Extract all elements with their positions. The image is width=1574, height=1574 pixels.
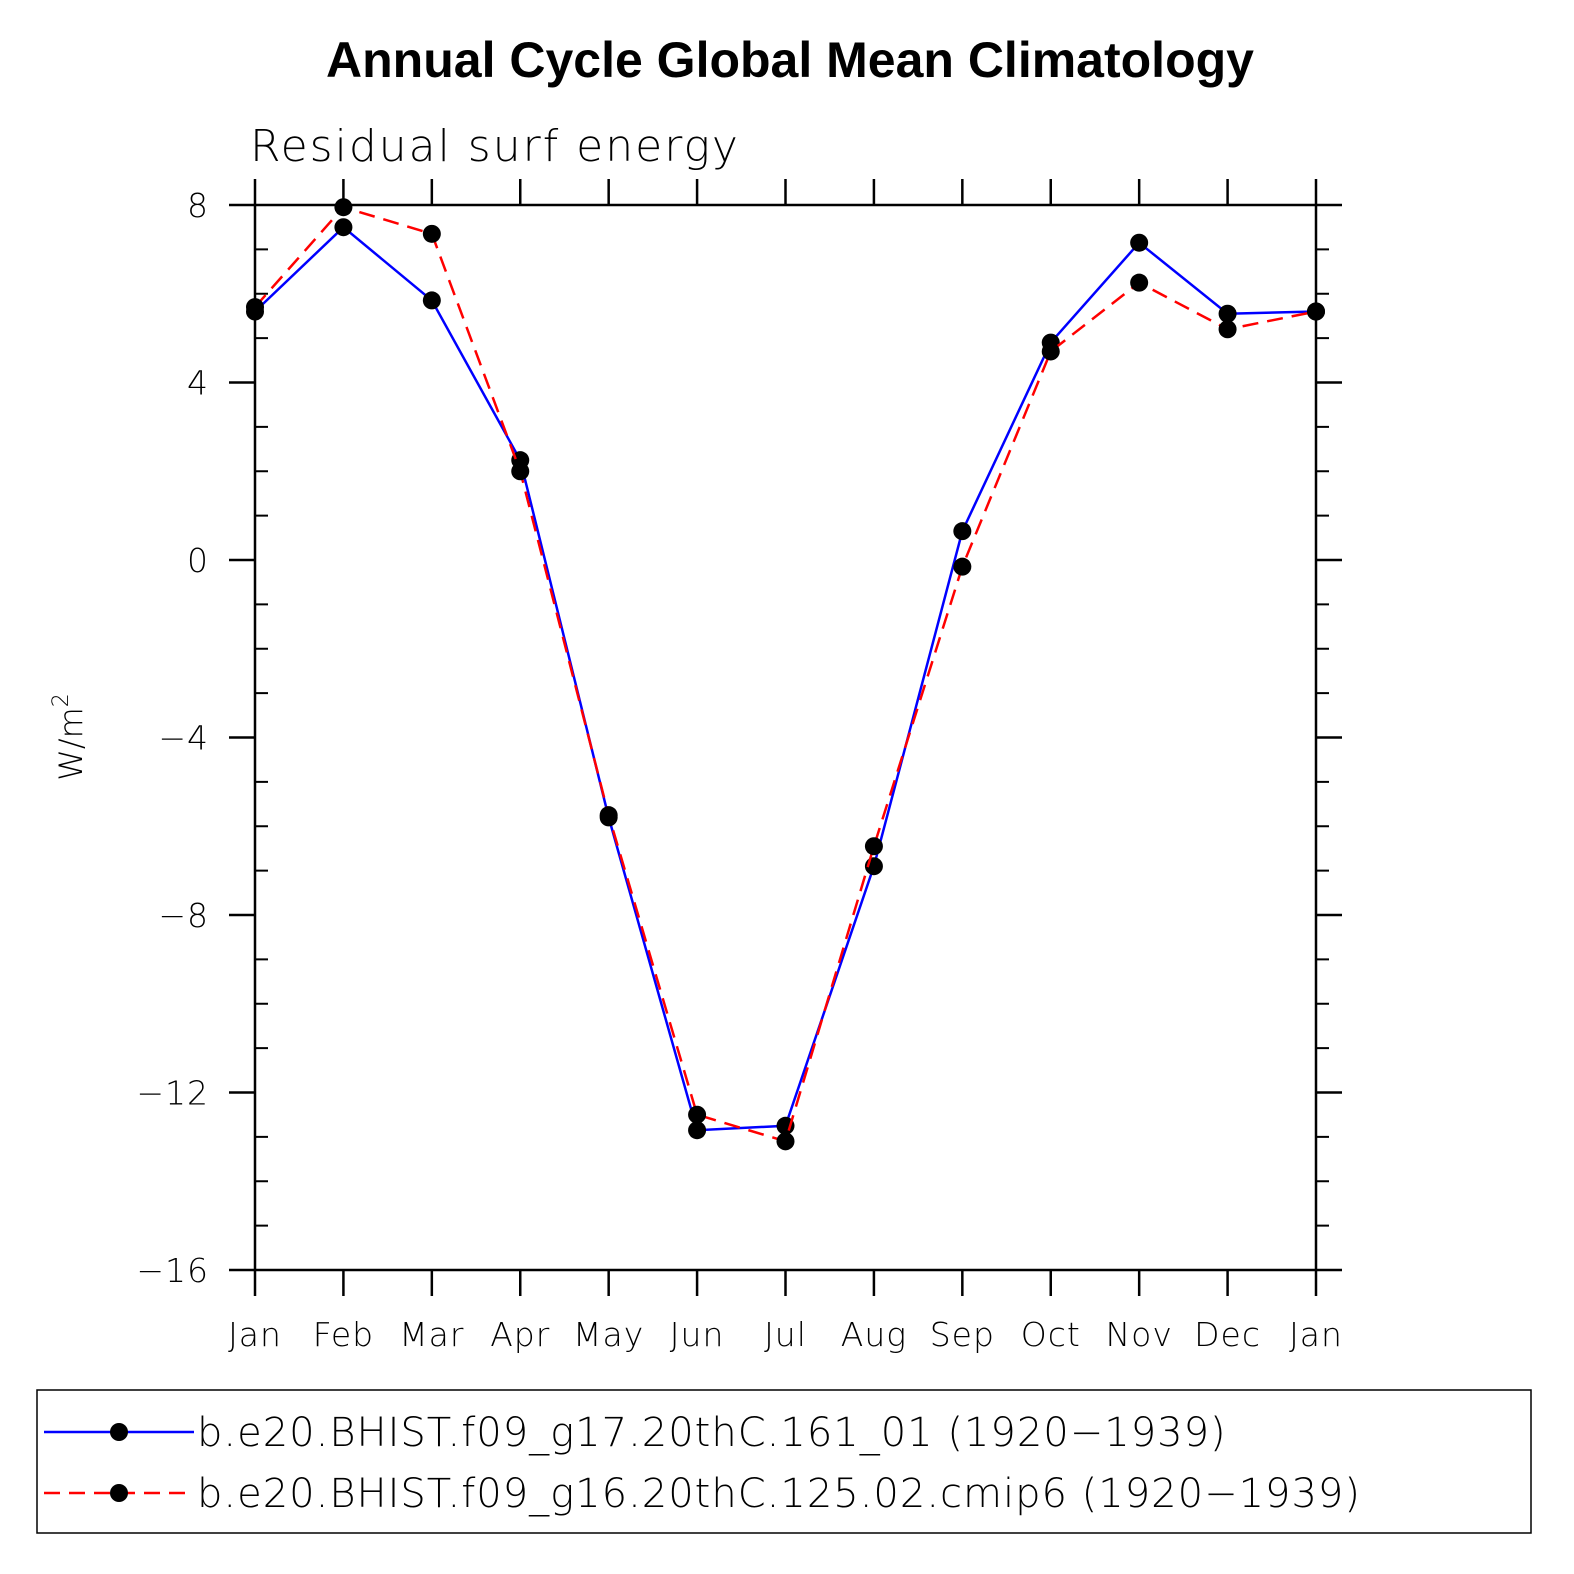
legend-label: b.e20.BHIST.f09_g16.20thC.125.02.cmip6 (… <box>197 1471 1361 1517</box>
y-tick-label: 8 <box>187 186 209 225</box>
x-tick-label: Jan <box>228 1315 282 1354</box>
x-tick-label: Sep <box>930 1315 995 1354</box>
data-point <box>1218 320 1237 339</box>
plot-frame <box>253 203 1318 1272</box>
data-point <box>864 837 883 856</box>
x-tick-label: Nov <box>1105 1315 1172 1354</box>
x-tick-label: Aug <box>841 1315 907 1354</box>
legend-box <box>36 1389 1532 1534</box>
ylabel: W/m2 <box>49 693 90 781</box>
data-point <box>599 806 618 825</box>
chart-title: Annual Cycle Global Mean Climatology <box>326 32 1254 88</box>
data-point <box>246 298 264 317</box>
x-tick-label: Dec <box>1194 1315 1261 1354</box>
x-tick-label: Jun <box>670 1315 725 1354</box>
data-point <box>953 522 972 541</box>
data-point <box>422 224 441 243</box>
legend-marker <box>110 1484 128 1502</box>
x-tick-label: Jul <box>764 1315 807 1354</box>
x-tick-label: Oct <box>1021 1315 1081 1354</box>
data-point <box>334 218 353 237</box>
data-point <box>1130 233 1149 252</box>
data-point <box>688 1105 707 1124</box>
legend-item-2: b.e20.BHIST.f09_g16.20thC.125.02.cmip6 (… <box>44 1471 1361 1517</box>
data-point <box>1307 302 1325 321</box>
data-point <box>776 1132 795 1151</box>
legend-item-1: b.e20.BHIST.f09_g17.20thC.161_01 (1920−1… <box>44 1410 1227 1456</box>
x-tick-label: Mar <box>399 1315 464 1354</box>
x-tick-label: Apr <box>490 1315 550 1354</box>
data-point <box>1130 273 1149 292</box>
legend-marker <box>110 1423 128 1441</box>
ylabel-text: W/m <box>52 707 90 781</box>
x-tick-label: Feb <box>313 1315 374 1354</box>
chart-subtitle: Residual surf energy <box>250 121 740 172</box>
x-tick-label: May <box>573 1315 644 1354</box>
y-tick-label: −16 <box>136 1251 209 1290</box>
svg-text:W/m2: W/m2 <box>49 693 90 781</box>
data-point <box>334 198 353 217</box>
ylabel-superscript: 2 <box>49 693 74 707</box>
data-point <box>511 462 530 481</box>
legend: b.e20.BHIST.f09_g17.20thC.161_01 (1920−1… <box>44 1410 1361 1517</box>
x-tick-label: Jan <box>1289 1315 1343 1354</box>
series-layer <box>246 198 1325 1151</box>
series-1 <box>246 218 1325 1140</box>
series-line <box>254 205 1317 1143</box>
y-tick-label: −4 <box>158 719 209 758</box>
data-point <box>1041 342 1060 361</box>
series-2 <box>246 198 1325 1151</box>
series-line <box>254 225 1317 1132</box>
legend-label: b.e20.BHIST.f09_g17.20thC.161_01 (1920−1… <box>197 1410 1227 1456</box>
y-tick-label: 0 <box>187 541 209 580</box>
plot-axes: Jan Feb Mar Apr May Jun Jul Aug Sep Oct Nov Dec Jan 8… <box>136 179 1343 1354</box>
y-tick-label: −12 <box>136 1074 209 1113</box>
data-point <box>422 291 441 310</box>
data-point <box>688 1121 707 1140</box>
data-point <box>1218 304 1237 323</box>
y-tick-label: −8 <box>158 896 209 935</box>
y-tick-label: 4 <box>187 364 209 403</box>
data-point <box>953 557 972 576</box>
